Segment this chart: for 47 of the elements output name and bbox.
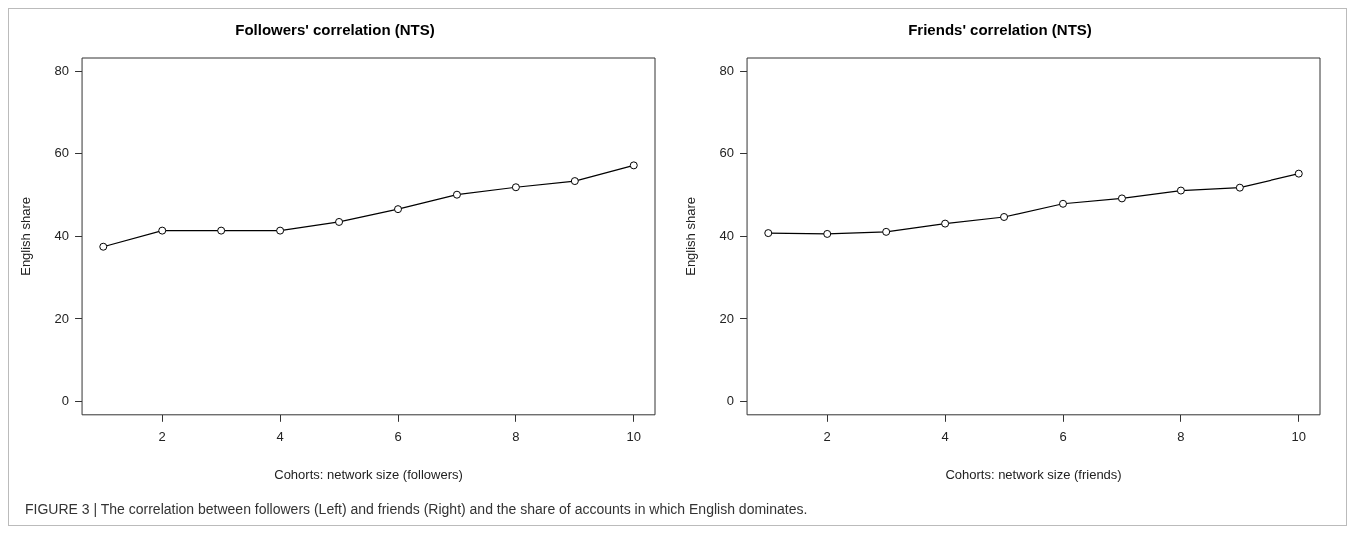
- x-tick-label: 6: [394, 429, 402, 445]
- x-tick-label: 4: [276, 429, 284, 445]
- point: [452, 190, 461, 199]
- x-tick-label: 2: [823, 429, 831, 445]
- chart-title: Friends' correlation (NTS): [908, 21, 1092, 39]
- x-tick-label: 4: [941, 429, 949, 445]
- chart-title: Followers' correlation (NTS): [235, 21, 435, 39]
- x-tick-label: 6: [1059, 429, 1067, 445]
- point: [276, 226, 285, 235]
- y-tick-label: 60: [54, 145, 70, 161]
- point: [1059, 199, 1067, 208]
- point: [394, 205, 402, 214]
- x-tick-label: 10: [626, 429, 642, 445]
- y-tick-label: 20: [719, 310, 735, 326]
- point: [511, 183, 520, 192]
- point: [99, 242, 108, 251]
- y-axis-title: English share: [683, 197, 699, 276]
- x-tick-label: 8: [512, 429, 520, 445]
- y-tick-label: 0: [726, 393, 735, 409]
- point: [1000, 212, 1009, 221]
- point: [823, 229, 832, 238]
- point: [335, 217, 344, 226]
- point: [570, 177, 579, 186]
- y-axis-title: English share: [18, 197, 34, 276]
- y-tick-label: 0: [61, 393, 70, 409]
- caption: FIGURE 3 | The correlation between followers (Left) and friends (Right) and the share of accounts in which English dominates.: [25, 501, 809, 517]
- point: [158, 226, 167, 235]
- x-axis-title: Cohorts: network size (friends): [945, 466, 1122, 482]
- point: [764, 229, 773, 238]
- y-tick-label: 80: [719, 62, 735, 78]
- y-tick-label: 80: [54, 62, 70, 78]
- point: [629, 161, 638, 170]
- x-axis-title: Cohorts: network size (followers): [274, 466, 463, 482]
- point: [217, 226, 226, 235]
- point: [1117, 194, 1126, 203]
- point: [1235, 183, 1244, 192]
- x-tick-label: 2: [158, 429, 166, 445]
- x-tick-label: 10: [1291, 429, 1307, 445]
- y-tick-label: 60: [719, 145, 735, 161]
- point: [1294, 169, 1303, 178]
- y-tick-label: 40: [54, 227, 70, 243]
- y-tick-label: 20: [54, 310, 70, 326]
- y-tick-label: 40: [719, 227, 735, 243]
- point: [882, 227, 891, 236]
- x-tick-label: 8: [1177, 429, 1185, 445]
- point: [941, 219, 950, 228]
- point: [1176, 186, 1185, 195]
